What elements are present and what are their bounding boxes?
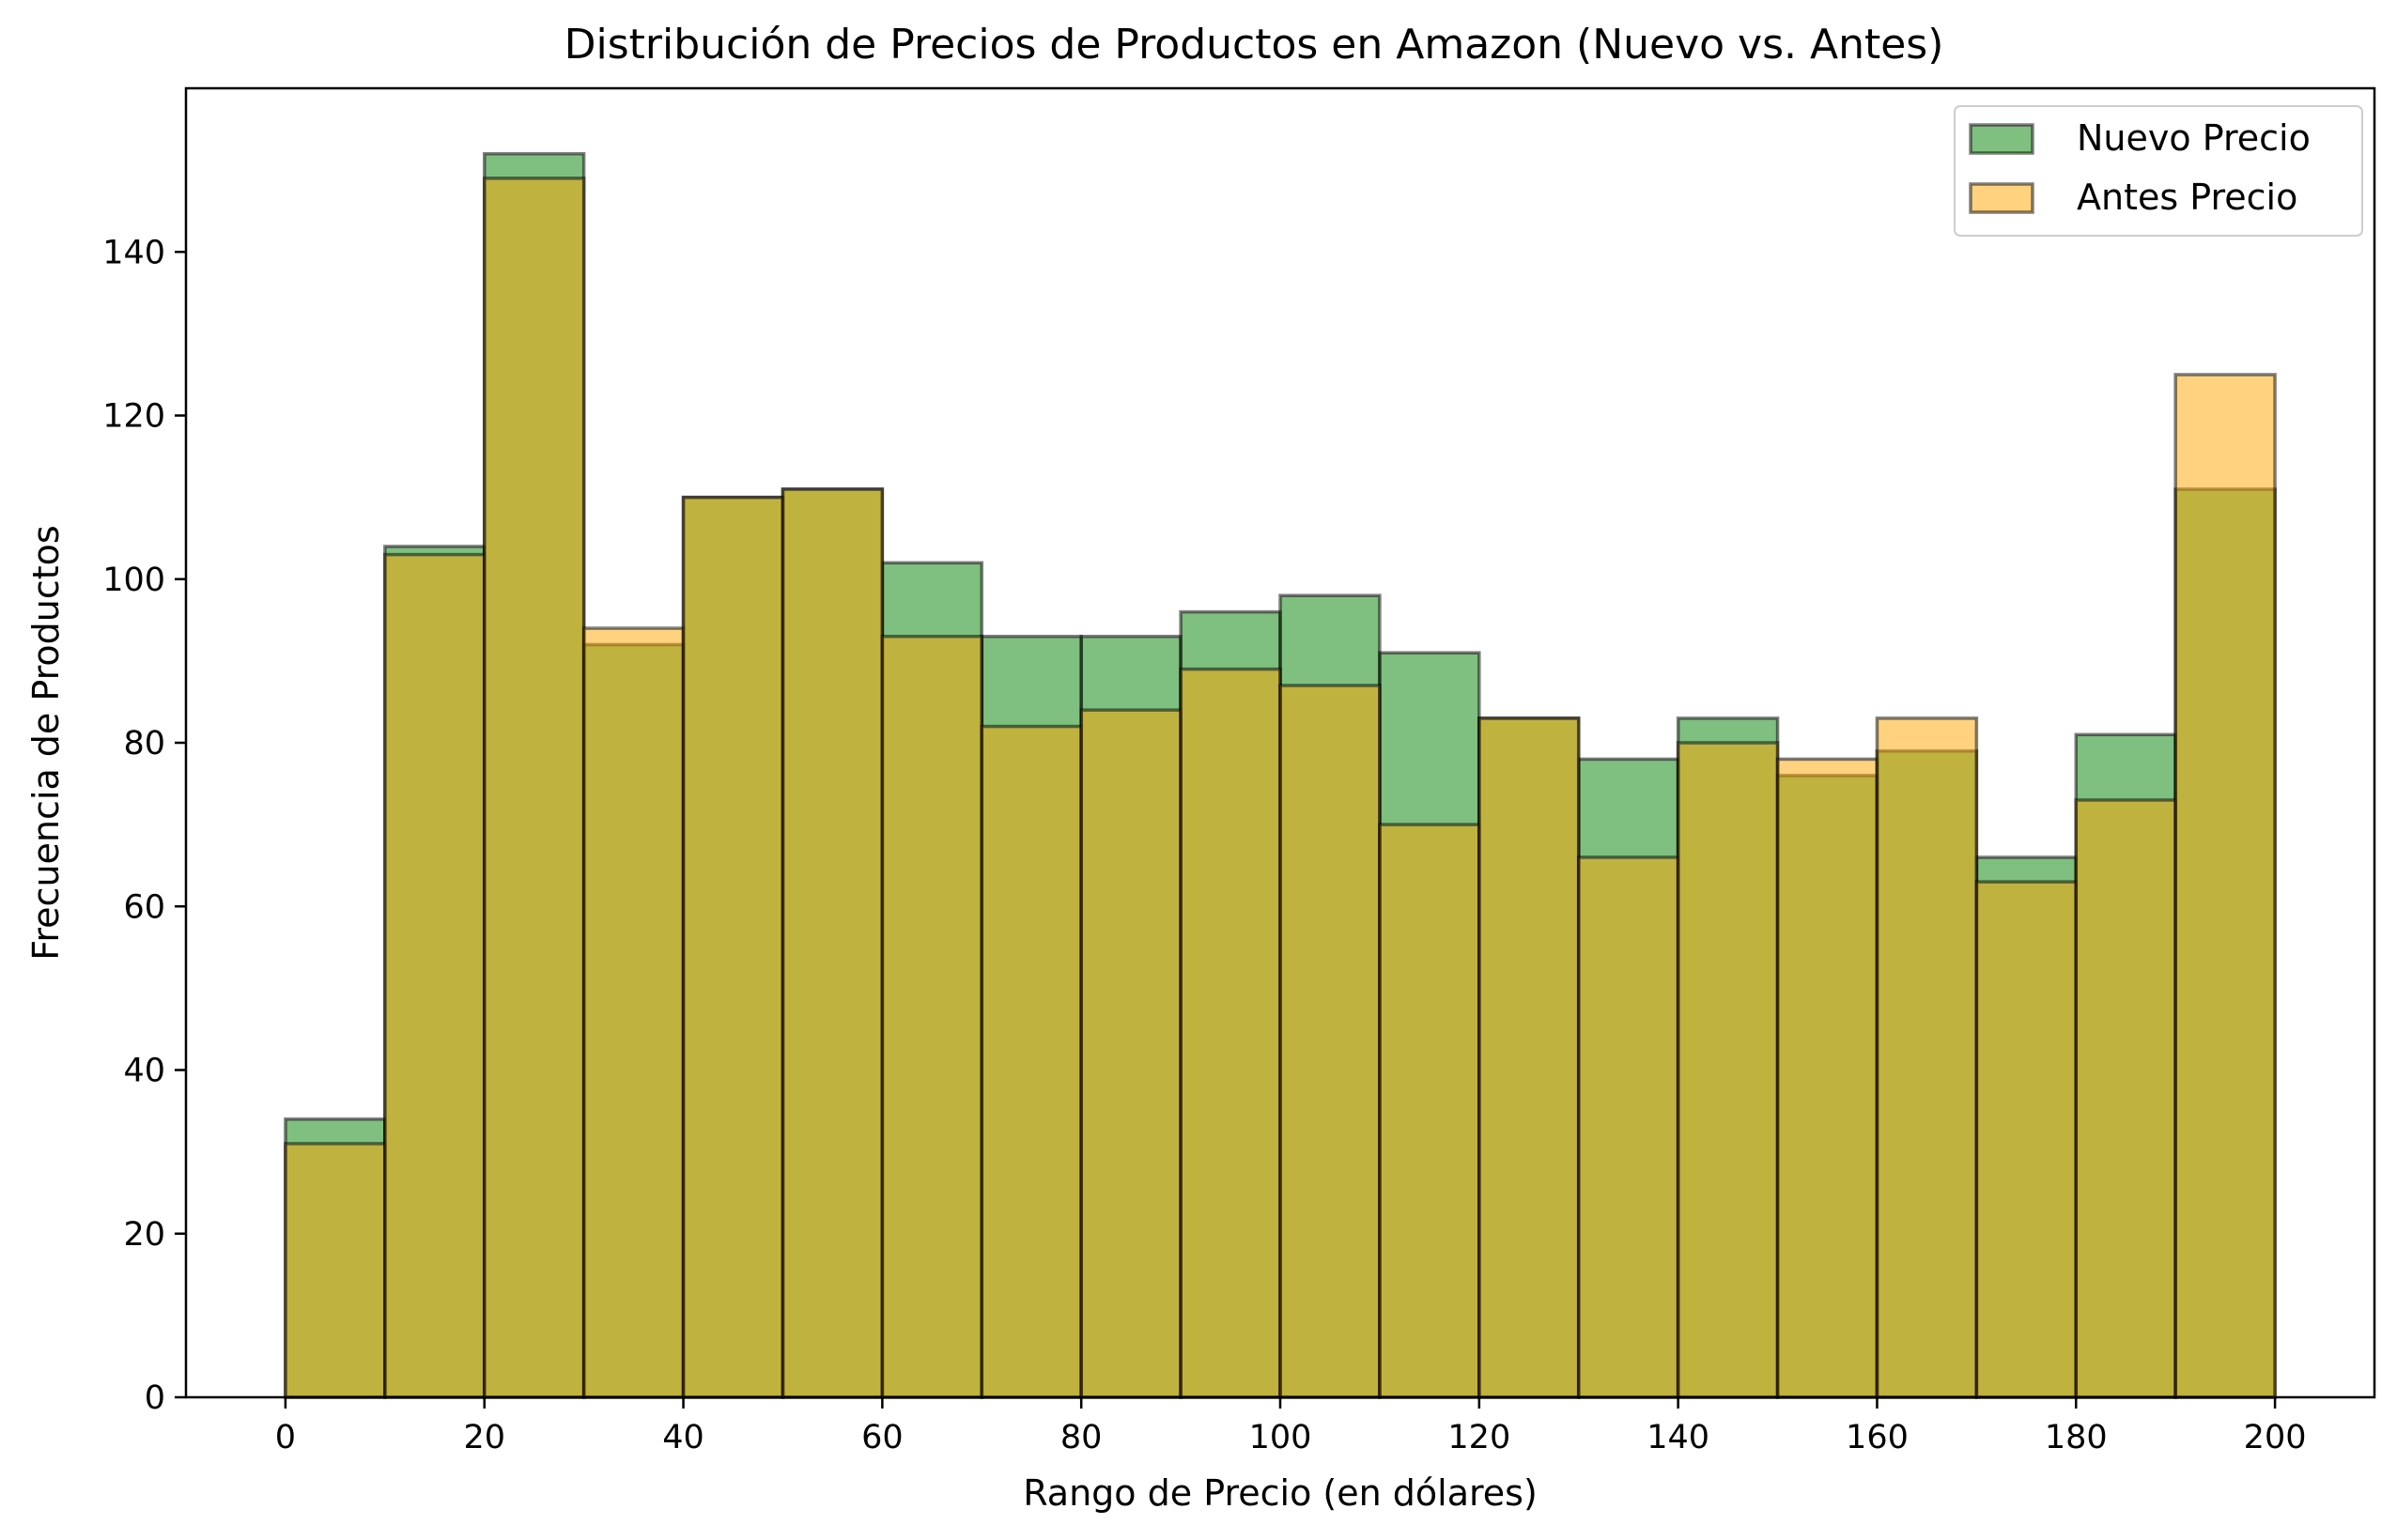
chart-title: Distribución de Precios de Productos en … — [564, 21, 1944, 69]
y-tick-label: 120 — [102, 398, 165, 436]
histogram-bar — [284, 1142, 387, 1399]
bars-layer — [284, 151, 2277, 1399]
y-tick-label: 40 — [123, 1053, 165, 1090]
x-tick-label: 180 — [2045, 1419, 2108, 1456]
x-tick-label: 20 — [463, 1419, 505, 1456]
histogram-bar — [2074, 798, 2177, 1399]
x-tick-label: 100 — [1249, 1419, 1312, 1456]
legend: Nuevo Precio Antes Precio — [1954, 105, 2363, 237]
histogram-bar — [1875, 716, 1979, 1399]
legend-label: Nuevo Precio — [2077, 117, 2311, 159]
histogram-bar — [1775, 757, 1879, 1399]
legend-label: Antes Precio — [2077, 177, 2297, 218]
x-tick-label: 200 — [2244, 1419, 2307, 1456]
histogram-bar — [1079, 708, 1183, 1399]
histogram-bar — [681, 495, 785, 1399]
series-2 — [284, 177, 2277, 1399]
histogram-bar — [1576, 855, 1680, 1399]
x-tick-label: 40 — [662, 1419, 704, 1456]
histogram-bar — [482, 177, 586, 1399]
y-axis-label: Frecuencia de Productos — [25, 525, 67, 960]
histogram-bar — [1179, 667, 1282, 1399]
legend-box — [1954, 105, 2363, 237]
x-tick-label: 60 — [861, 1419, 904, 1456]
x-tick-label: 80 — [1060, 1419, 1103, 1456]
histogram-bar — [980, 724, 1083, 1399]
y-tick-label: 0 — [145, 1379, 165, 1417]
y-tick-label: 60 — [123, 888, 165, 926]
histogram-bar — [581, 626, 686, 1399]
histogram-bar — [2173, 373, 2277, 1399]
histogram-bar — [383, 552, 487, 1399]
x-tick-label: 0 — [275, 1419, 296, 1456]
histogram-bar — [1974, 880, 2079, 1399]
y-tick-label: 20 — [123, 1216, 165, 1254]
legend-swatch — [1969, 123, 2034, 155]
histogram-bar — [880, 634, 984, 1399]
histogram-bar — [1378, 823, 1481, 1399]
x-axis-label: Rango de Precio (en dólares) — [1023, 1472, 1538, 1514]
x-tick-label: 140 — [1647, 1419, 1709, 1456]
x-tick-label: 160 — [1846, 1419, 1909, 1456]
x-tick-label: 120 — [1447, 1419, 1510, 1456]
histogram-bar — [781, 487, 885, 1399]
histogram-bar — [1278, 684, 1382, 1399]
x-axis: 0 20 40 60 80 100 120 140 160 180 200 — [275, 1397, 2307, 1456]
y-axis: 0 20 40 60 80 100 120 140 — [102, 234, 186, 1417]
legend-swatch — [1969, 182, 2034, 214]
y-tick-label: 100 — [102, 562, 165, 599]
y-tick-label: 80 — [123, 725, 165, 762]
histogram-bar — [1477, 716, 1581, 1399]
y-tick-label: 140 — [102, 234, 165, 271]
histogram-bar — [1676, 741, 1780, 1399]
